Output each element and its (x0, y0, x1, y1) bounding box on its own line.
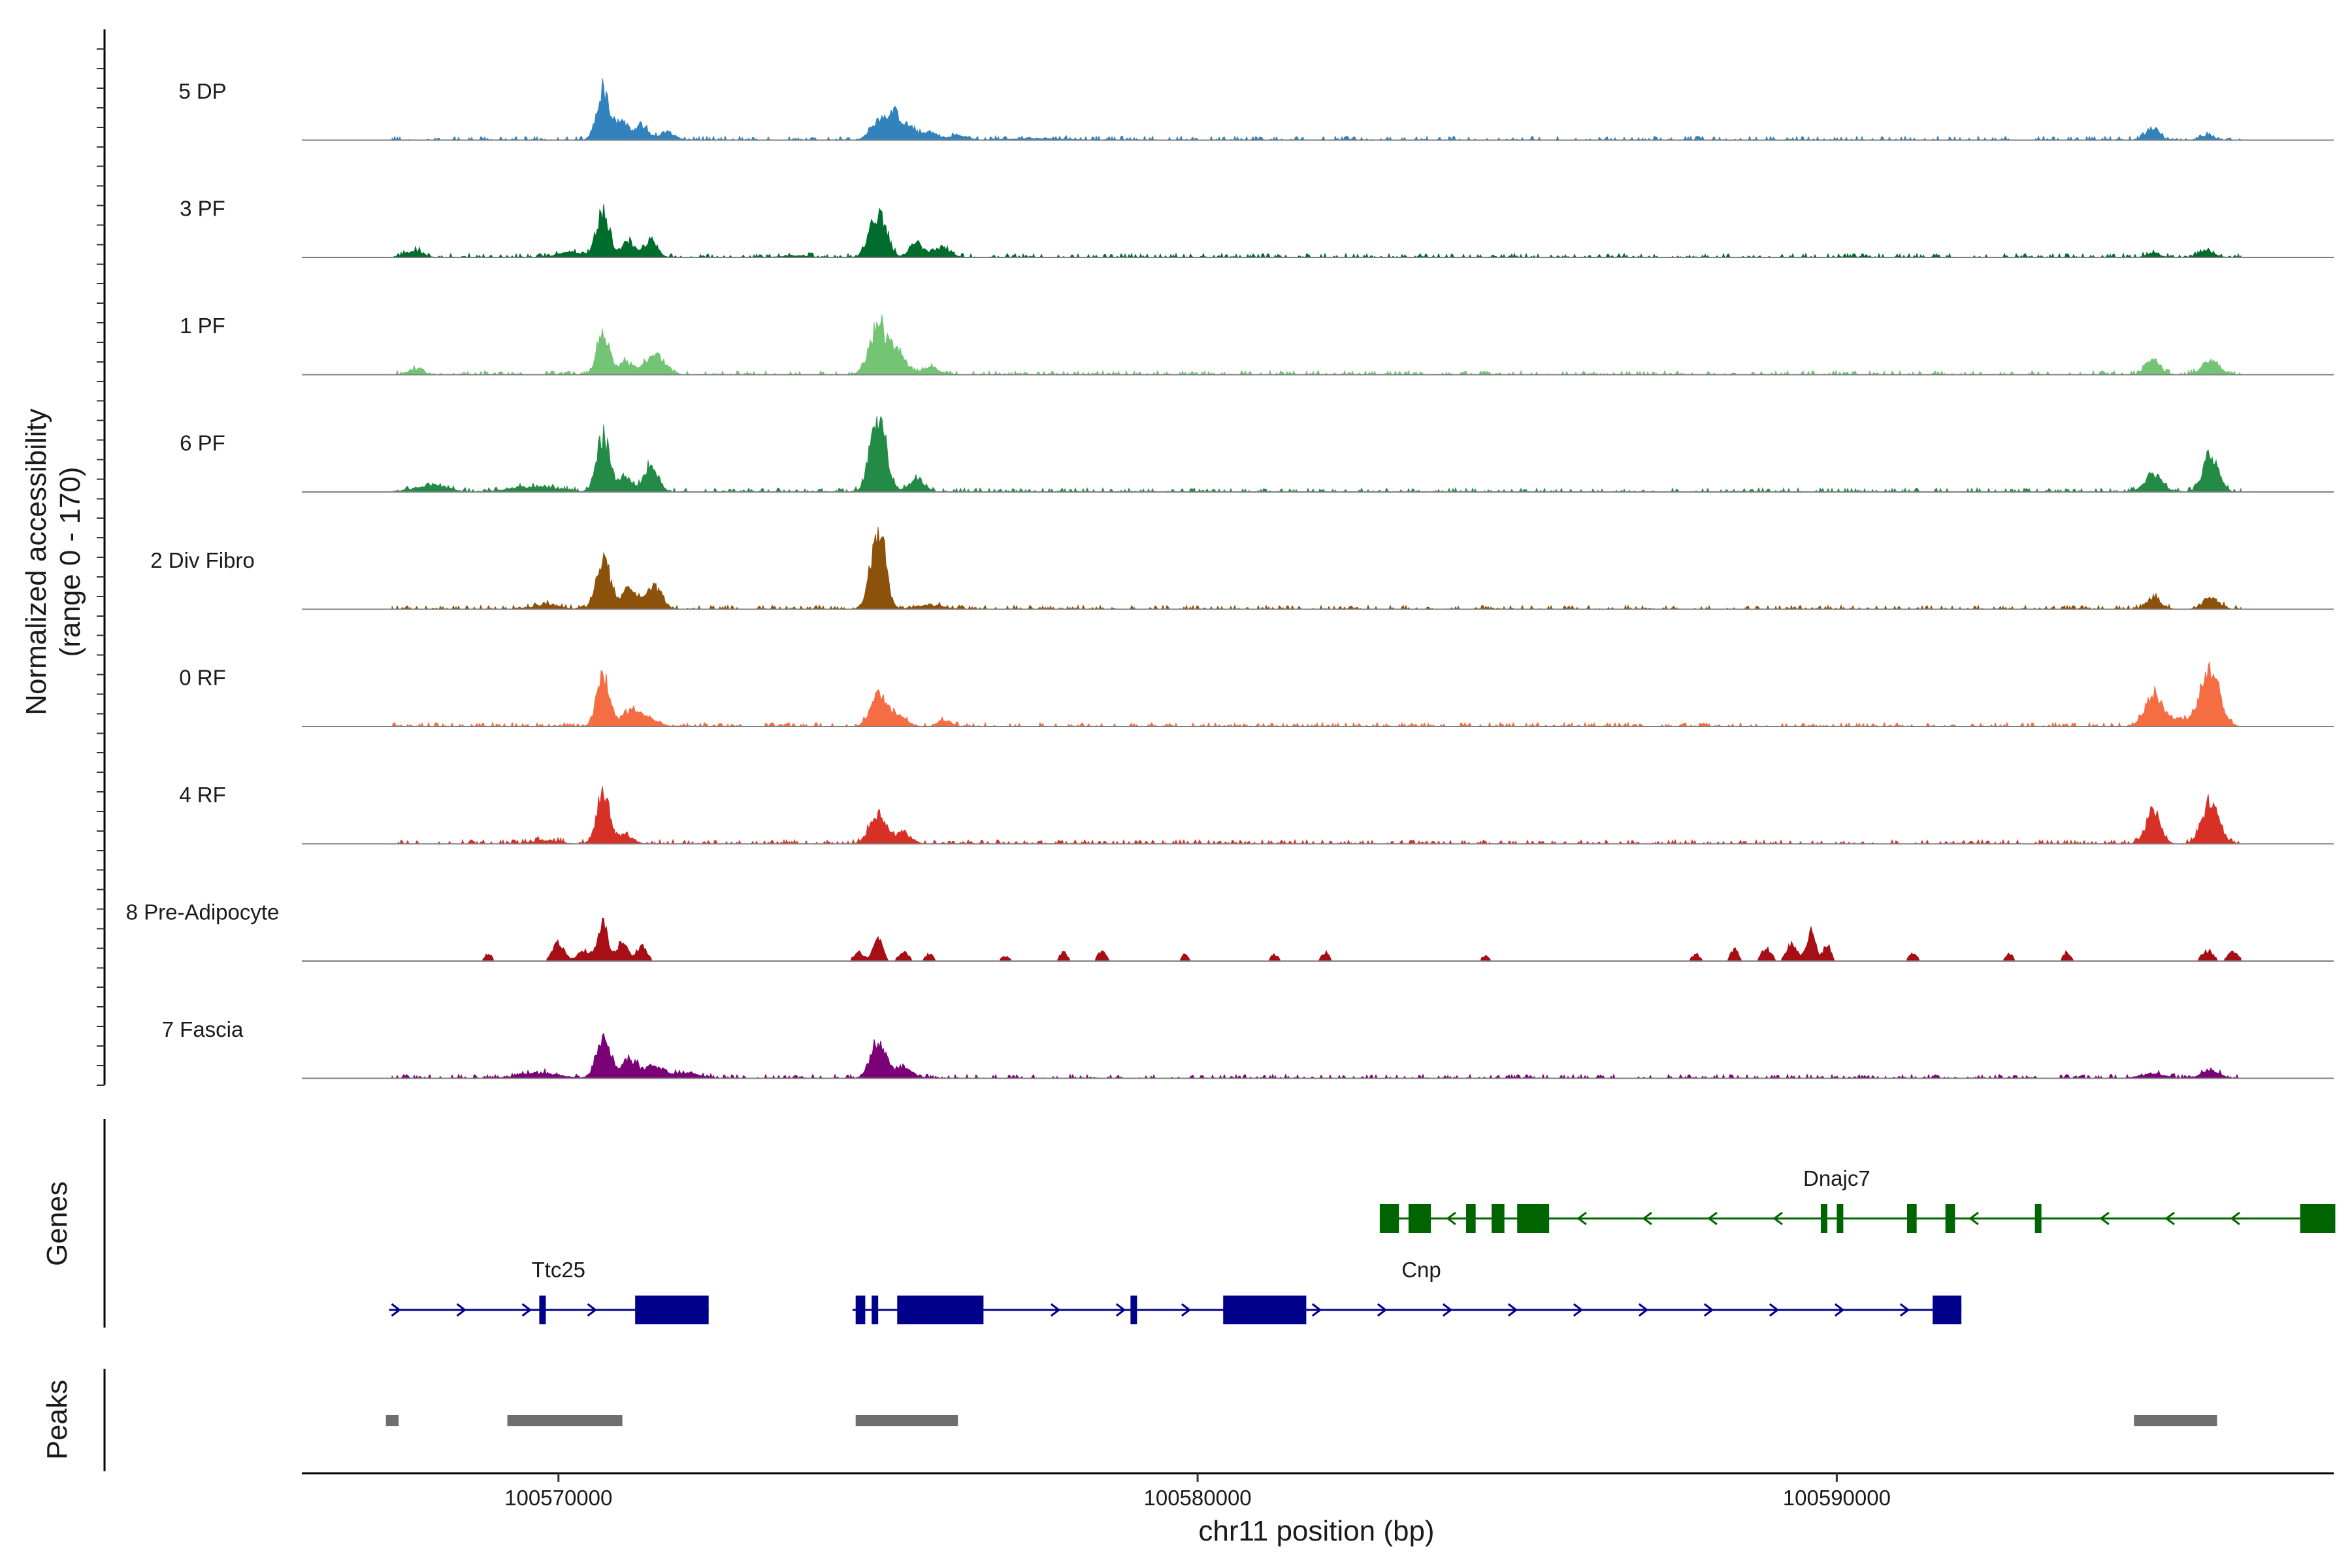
track-label: 4 RF (179, 783, 226, 807)
gene-label: Cnp (1401, 1258, 1441, 1282)
y-axis-title-line2: (range 0 - 170) (54, 466, 86, 657)
track-label: 5 DP (178, 79, 226, 103)
strand-arrow (1050, 1303, 1061, 1317)
coverage-area (391, 527, 2242, 611)
track-label: 1 PF (180, 314, 225, 338)
exon (1492, 1204, 1505, 1233)
strand-arrow (1769, 1303, 1780, 1317)
peaks-panel-title: Peaks (41, 1380, 73, 1460)
track-2-div-fibro: 2 Div Fibro (150, 527, 2334, 611)
peaks-panel (385, 1415, 2217, 1426)
track-4-rf: 4 RF (179, 783, 2334, 845)
genes-panel-title: Genes (41, 1181, 73, 1266)
gene-cnp: Cnp (852, 1258, 1962, 1324)
strand-arrow (1899, 1303, 1910, 1317)
exon (1517, 1204, 1550, 1233)
exon (855, 1296, 866, 1324)
exon (1933, 1296, 1962, 1324)
coverage-area (391, 662, 2242, 728)
coverage-area (391, 314, 2242, 376)
track-label: 6 PF (180, 431, 225, 455)
coverage-tracks: 5 DP 3 PF 1 PF 6 PF 2 Div Fibro 0 RF 4 RF 8 Pre… (126, 78, 2334, 1080)
strand-arrow (2164, 1211, 2175, 1226)
strand-arrow (1703, 1303, 1714, 1317)
track-label: 2 Div Fibro (150, 548, 255, 572)
x-tick-label: 100590000 (1783, 1486, 1891, 1510)
strand-arrow (1638, 1303, 1649, 1317)
exon (1906, 1204, 1917, 1233)
exon (1465, 1204, 1476, 1233)
exon (1130, 1296, 1137, 1324)
track-label: 7 Fascia (162, 1017, 244, 1041)
strand-arrow (587, 1303, 598, 1317)
exon (2300, 1204, 2336, 1233)
gene-label: Ttc25 (532, 1258, 586, 1282)
exon (2034, 1204, 2042, 1233)
track-1-pf: 1 PF (180, 314, 2334, 376)
strand-arrow (1311, 1303, 1322, 1317)
track-7-fascia: 7 Fascia (162, 1017, 2334, 1080)
strand-arrow (1968, 1211, 1979, 1226)
coverage-area (391, 416, 2242, 493)
strand-arrow (1772, 1211, 1783, 1226)
coverage-area (392, 917, 2242, 962)
track-8-pre-adipocyte: 8 Pre-Adipocyte (126, 900, 2334, 962)
strand-arrow (2099, 1211, 2110, 1226)
peak-region (855, 1415, 958, 1426)
strand-arrow (1115, 1303, 1126, 1317)
exon (1945, 1204, 1955, 1233)
strand-arrow (1576, 1211, 1587, 1226)
x-axis-title: chr11 position (bp) (1198, 1515, 1434, 1547)
x-tick-label: 100570000 (504, 1486, 612, 1510)
strand-arrow (391, 1303, 402, 1317)
strand-arrow (456, 1303, 467, 1317)
x-tick-label: 100580000 (1143, 1486, 1251, 1510)
track-5-dp: 5 DP (178, 78, 2334, 141)
exon (1379, 1204, 1399, 1233)
track-label: 8 Pre-Adipocyte (126, 900, 280, 924)
track-label: 3 PF (180, 197, 225, 221)
strand-arrow (1442, 1303, 1453, 1317)
peak-region (385, 1415, 399, 1426)
strand-arrow (1181, 1303, 1192, 1317)
strand-arrow (1507, 1303, 1518, 1317)
exon (897, 1296, 984, 1324)
coverage-area (392, 786, 2242, 845)
track-0-rf: 0 RF (179, 662, 2334, 728)
track-3-pf: 3 PF (180, 197, 2334, 259)
genes-panel: Ttc25 Cnp Dnajc7 (389, 1166, 2336, 1324)
strand-arrow (1446, 1211, 1456, 1226)
exon (635, 1296, 709, 1324)
coverage-area (391, 1032, 2241, 1080)
accessibility-y-axis (97, 29, 106, 1086)
coverage-area (391, 78, 2242, 141)
gene-ttc25: Ttc25 (389, 1258, 709, 1324)
strand-arrow (1573, 1303, 1584, 1317)
track-6-pf: 6 PF (180, 416, 2334, 493)
strand-arrow (1707, 1211, 1718, 1226)
exon (539, 1296, 546, 1324)
exon (1223, 1296, 1307, 1324)
coverage-area (391, 204, 2242, 259)
exon (1408, 1204, 1431, 1233)
track-label: 0 RF (179, 666, 226, 690)
peak-region (2134, 1415, 2217, 1426)
strand-arrow (1377, 1303, 1388, 1317)
strand-arrow (2230, 1211, 2240, 1226)
exon (1837, 1204, 1844, 1233)
exon (872, 1296, 879, 1324)
y-axis-title-line1: Normalized accessibility (20, 408, 52, 715)
peak-region (507, 1415, 623, 1426)
x-axis-ticks: 100570000 100580000 100590000 (504, 1473, 1891, 1510)
gene-dnajc7: Dnajc7 (1379, 1166, 2336, 1233)
strand-arrow (521, 1303, 532, 1317)
exon (1820, 1204, 1827, 1233)
strand-arrow (1642, 1211, 1652, 1226)
gene-label: Dnajc7 (1803, 1166, 1870, 1190)
strand-arrow (1834, 1303, 1845, 1317)
